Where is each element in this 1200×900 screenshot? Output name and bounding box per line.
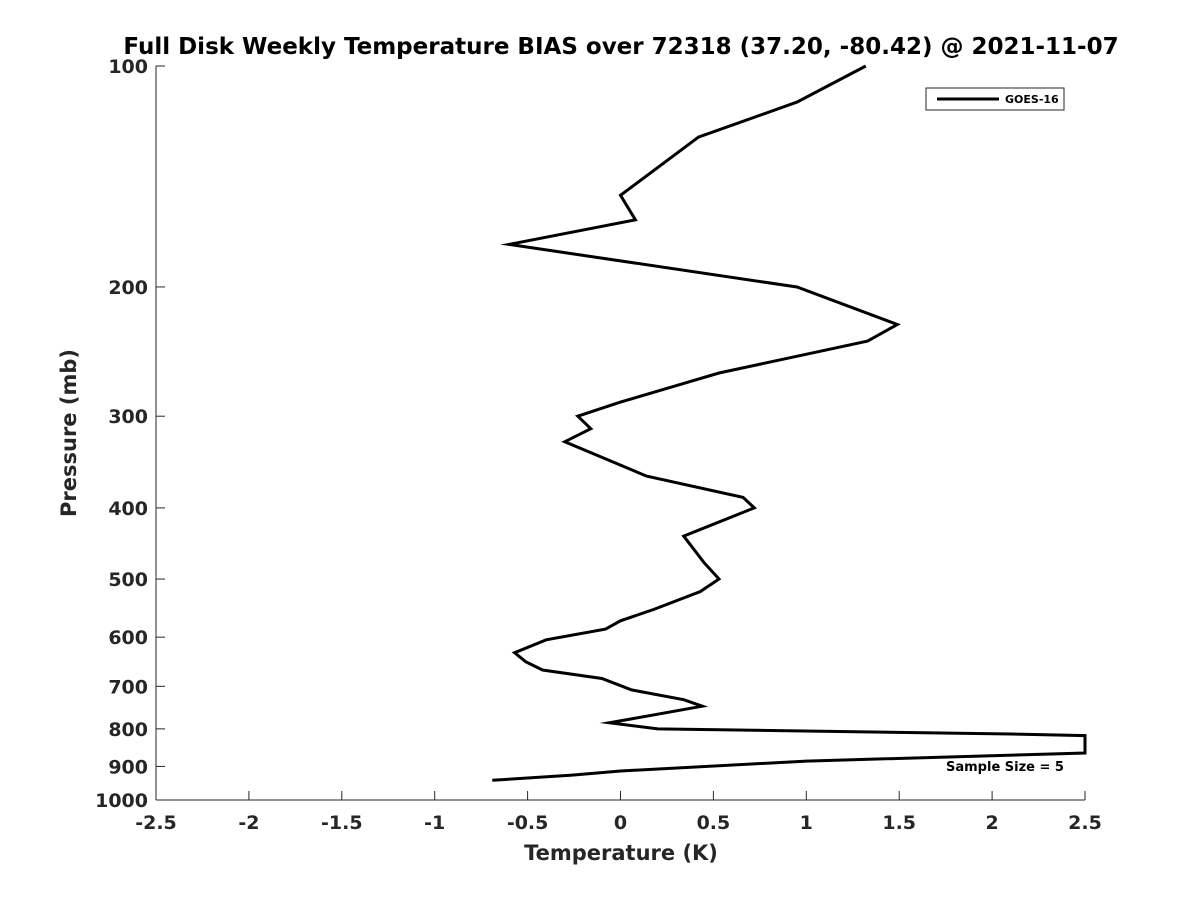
y-tick-label: 300 [108,406,148,428]
y-tick-label: 600 [108,627,148,649]
y-tick-label: 200 [108,277,148,299]
x-tick-label: -1 [424,812,445,834]
y-tick-label: 100 [108,56,148,78]
y-tick-label: 700 [108,676,148,698]
x-tick-label: 0 [614,812,627,834]
x-tick-label: -0.5 [507,812,549,834]
x-tick-label: -2 [238,812,259,834]
y-tick-label: 500 [108,569,148,591]
chart-title: Full Disk Weekly Temperature BIAS over 7… [123,34,1118,60]
legend-label-goes16: GOES-16 [1005,93,1059,106]
y-tick-label: 900 [108,756,148,778]
series-line-goes-16 [492,64,1087,782]
sample-size-annotation: Sample Size = 5 [946,760,1064,775]
x-tick-label: 1 [800,812,813,834]
x-tick-label: -1.5 [321,812,363,834]
x-tick-label: 1.5 [882,812,916,834]
y-axis-ticks: 100 200 300 400 500 600 700 800 900 1000 [95,56,165,812]
x-tick-label: 0.5 [697,812,731,834]
x-tick-label: 2.5 [1068,812,1102,834]
x-axis-label: Temperature (K) [524,841,718,865]
y-tick-label: 1000 [95,790,148,812]
y-tick-label: 800 [108,719,148,741]
x-axis-ticks: -2.5 -2 -1.5 -1 -0.5 0 0.5 1 1.5 2 2.5 [135,791,1102,834]
series-layer [492,64,1087,782]
x-tick-label: 2 [985,812,998,834]
x-tick-label: -2.5 [135,812,177,834]
plot-area: -2.5 -2 -1.5 -1 -0.5 0 0.5 1 1.5 2 2.5 100 200 300 40… [95,56,1102,834]
legend: GOES-16 [925,87,1065,111]
y-axis-label: Pressure (mb) [57,349,81,517]
y-tick-label: 400 [108,498,148,520]
